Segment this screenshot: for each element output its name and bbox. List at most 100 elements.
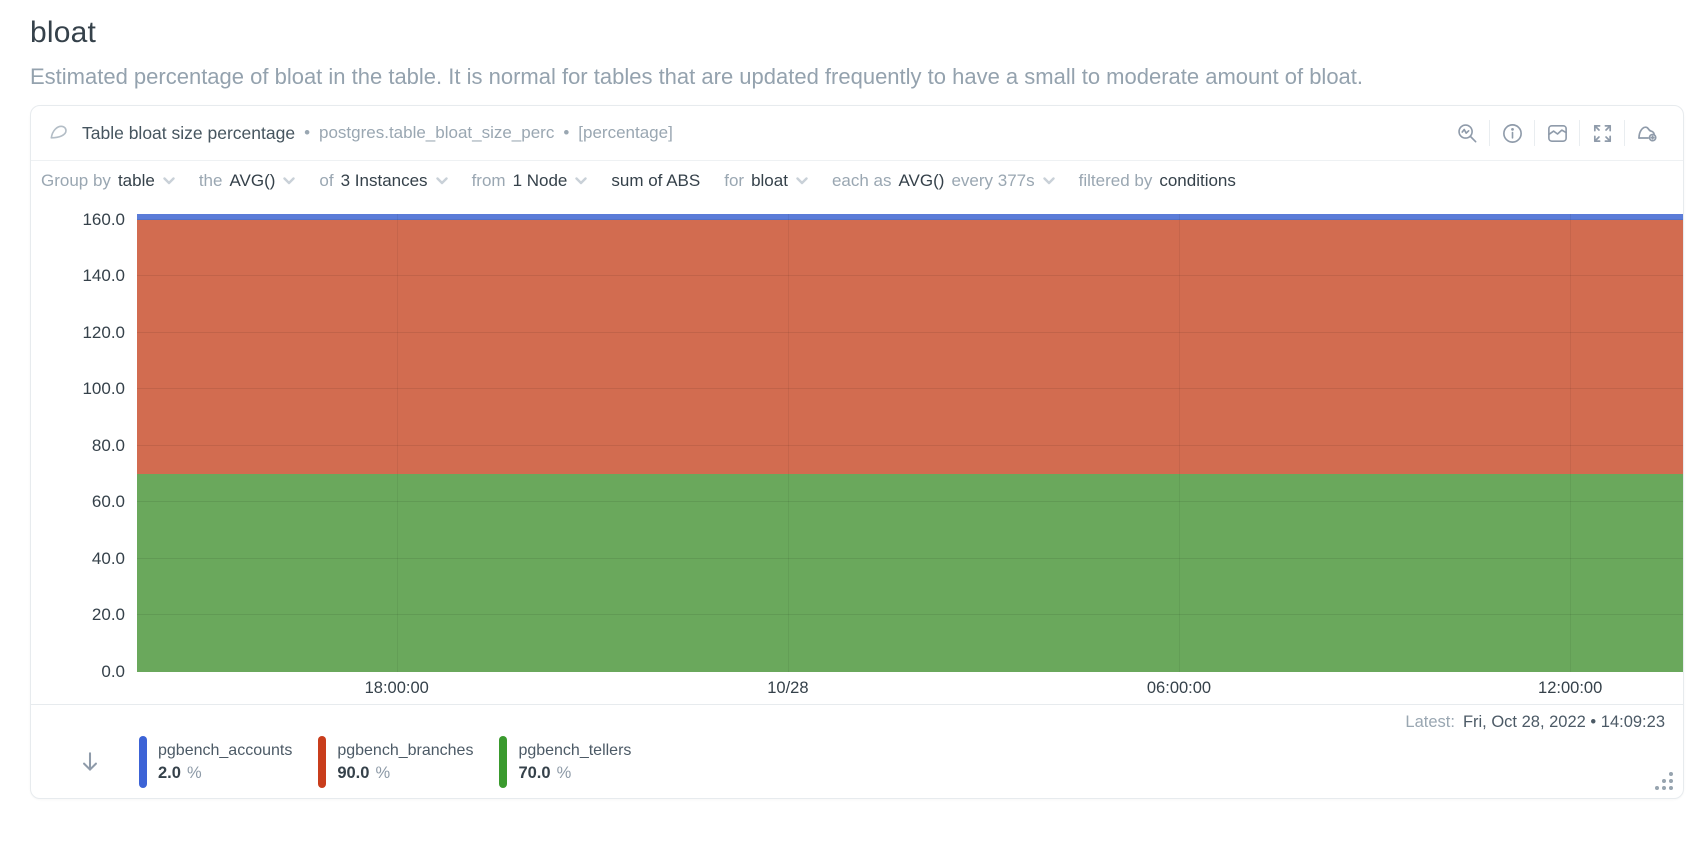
- toolbar-item-label: the: [198, 170, 223, 190]
- legend-series-name: pgbench_branches: [337, 742, 474, 760]
- toolbar-item-label: each as: [831, 170, 892, 190]
- vertical-gridline: [1570, 214, 1572, 672]
- chevron-down-icon[interactable]: [283, 176, 296, 185]
- chart-zone: 160.0 140.0 120.0 100.0 80.0 60.0 40.0 20.0 0.0: [31, 200, 1683, 681]
- chevron-down-icon[interactable]: [163, 176, 175, 185]
- toolbar-item-value: conditions: [1159, 170, 1236, 190]
- chevron-down-icon[interactable]: [796, 176, 808, 185]
- legend-series-unit: %: [186, 763, 202, 782]
- legend-color-bar: [499, 736, 508, 788]
- legend-series-name: pgbench_tellers: [518, 742, 632, 760]
- y-tick-label: 120.0: [82, 322, 125, 342]
- legend: pgbench_accounts 2.0% pgbench_branches 90.0…: [31, 732, 1683, 788]
- vertical-gridline: [787, 214, 789, 672]
- vertical-gridline: [1179, 214, 1180, 672]
- legend-color-bar: [139, 736, 147, 788]
- legend-text: pgbench_tellers 70.0%: [518, 736, 631, 788]
- horizontal-gridline: [137, 275, 1683, 277]
- vertical-gridline: [396, 214, 398, 672]
- toolbar-item-value: sum of ABS: [611, 170, 701, 190]
- y-tick-label: 20.0: [91, 605, 125, 625]
- chevron-down-icon[interactable]: [1042, 176, 1055, 185]
- chart-title: Table bloat size percentage: [82, 122, 296, 143]
- toolbar-item[interactable]: Group by table: [41, 171, 175, 191]
- page-description: Estimated percentage of bloat in the tab…: [30, 64, 1364, 89]
- horizontal-gridline: [137, 614, 1683, 616]
- information-icon[interactable]: [1490, 118, 1534, 148]
- toolbar-item: sum of ABS: [611, 171, 700, 191]
- legend-series-value: 70.0: [518, 763, 551, 782]
- chart-context: postgres.table_bloat_size_perc: [319, 123, 555, 142]
- toolbar-item-value: 3 Instances: [340, 170, 428, 190]
- toolbar-item[interactable]: for bloat: [724, 171, 808, 191]
- toolbar-item-label: from: [471, 170, 506, 190]
- fullscreen-icon[interactable]: [1580, 118, 1624, 148]
- toolbar-item[interactable]: the AVG(): [199, 171, 296, 191]
- legend-item-pgbench_accounts[interactable]: pgbench_accounts 2.0%: [139, 736, 292, 788]
- y-tick-label: 140.0: [82, 266, 125, 286]
- latest-timestamp: Fri, Oct 28, 2022 • 14:09:23: [1462, 713, 1665, 731]
- toolbar-item-label: Group by: [41, 170, 111, 190]
- toolbar-item-label: of: [319, 170, 334, 190]
- legend-item-pgbench_tellers[interactable]: pgbench_tellers 70.0%: [499, 736, 631, 788]
- horizontal-gridline: [137, 557, 1683, 559]
- y-tick-label: 0.0: [101, 662, 125, 681]
- toolbar-item[interactable]: each as AVG() every 377s: [832, 171, 1055, 191]
- plot-area[interactable]: [137, 214, 1683, 672]
- y-axis: 160.0 140.0 120.0 100.0 80.0 60.0 40.0 20.0 0.0: [31, 210, 137, 681]
- chart-title-separator: •: [304, 123, 311, 142]
- legend-color-bar: [318, 736, 327, 788]
- chart-units-badge: [percentage]: [578, 123, 673, 142]
- legend-series-unit: %: [556, 763, 572, 782]
- area-band-pgbench_accounts: [137, 214, 1683, 220]
- arrow-down-icon[interactable]: [77, 747, 103, 777]
- area-band-pgbench_branches: [137, 219, 1683, 475]
- area-band-pgbench_tellers: [137, 474, 1683, 672]
- chart-type-icon[interactable]: [1535, 118, 1579, 148]
- chart-card-header: Table bloat size percentage • postgres.t…: [31, 106, 1683, 160]
- chart-context-separator: •: [563, 123, 570, 142]
- toolbar-item[interactable]: from 1 Node: [472, 171, 588, 191]
- toolbar-item-value: AVG(): [229, 170, 276, 190]
- toolbar-item-value: table: [117, 170, 155, 190]
- y-tick-label: 60.0: [91, 492, 125, 512]
- legend-item-pgbench_branches[interactable]: pgbench_branches 90.0%: [318, 736, 473, 788]
- chart-toolbar-icons: [1445, 118, 1669, 148]
- toolbar-item-value: bloat: [751, 170, 788, 190]
- toolbar-item-value: AVG(): [898, 170, 945, 190]
- stacked-area-bands: [137, 214, 1683, 672]
- toolbar-item-label: for: [724, 170, 745, 190]
- latest-label: Latest:: [1405, 713, 1455, 731]
- x-tick-label: 18:00:00: [364, 679, 429, 697]
- chevron-down-icon[interactable]: [575, 176, 588, 185]
- x-tick-label: 06:00:00: [1146, 679, 1212, 697]
- chart-footer: Latest: Fri, Oct 28, 2022 • 14:09:23 pgb…: [31, 704, 1683, 798]
- horizontal-gridline: [137, 218, 1683, 220]
- legend-series-name: pgbench_accounts: [158, 742, 293, 760]
- y-tick-label: 160.0: [82, 209, 125, 229]
- toolbar-item: filtered by conditions: [1079, 171, 1236, 191]
- page-header: bloat Estimated percentage of bloat in t…: [0, 0, 1692, 93]
- resize-handle-icon[interactable]: [1651, 768, 1673, 790]
- toolbar-item-label: filtered by: [1078, 170, 1153, 190]
- legend-series-value: 90.0: [337, 763, 370, 782]
- y-tick-label: 40.0: [91, 548, 125, 568]
- toolbar-item[interactable]: of 3 Instances: [319, 170, 448, 191]
- x-tick-label: 12:00:00: [1538, 679, 1603, 697]
- add-to-dashboard-icon[interactable]: [1625, 118, 1669, 148]
- horizontal-gridline: [137, 331, 1683, 333]
- dimension-tag-icon: [47, 122, 70, 145]
- chevron-down-icon[interactable]: [435, 176, 448, 185]
- y-tick-label: 80.0: [91, 435, 125, 455]
- x-tick-label: 10/28: [767, 679, 809, 697]
- legend-series-value: 2.0: [158, 763, 181, 782]
- horizontal-gridline: [137, 501, 1683, 503]
- legend-text: pgbench_accounts 2.0%: [158, 736, 292, 788]
- horizontal-gridline: [137, 444, 1683, 446]
- legend-text: pgbench_branches 90.0%: [337, 736, 473, 788]
- chart-card: Table bloat size percentage • postgres.t…: [30, 105, 1684, 799]
- aggregation-toolbar: Group by table the AVG() of 3 Instances from 1 …: [31, 160, 1683, 200]
- toolbar-item-value: 1 Node: [512, 170, 568, 190]
- zoom-chart-icon[interactable]: [1445, 118, 1489, 148]
